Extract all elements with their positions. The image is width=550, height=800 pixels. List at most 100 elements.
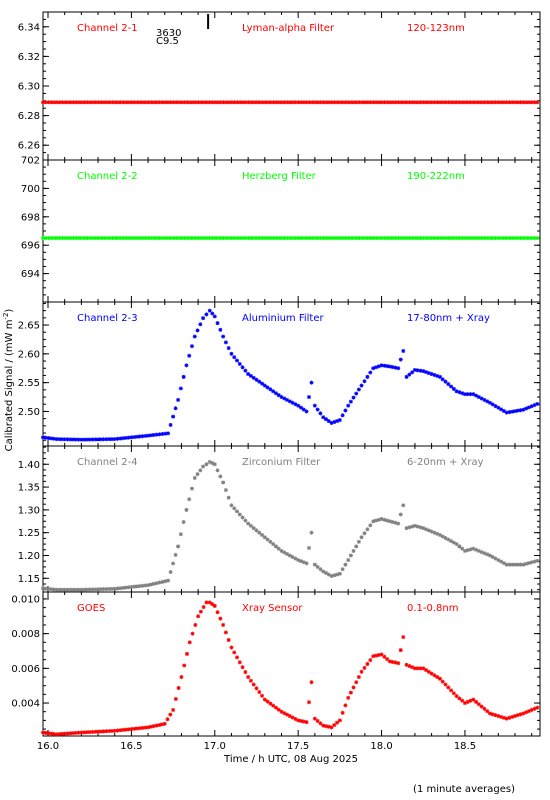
data-point [474, 393, 479, 398]
data-point [237, 660, 242, 665]
data-point [360, 100, 365, 105]
data-point [201, 605, 206, 610]
data-point [237, 361, 242, 366]
data-point [102, 236, 107, 241]
data-point [474, 699, 479, 704]
data-point [65, 437, 70, 442]
data-point [501, 408, 506, 413]
data-point [60, 236, 65, 241]
data-point [499, 100, 504, 105]
data-point [493, 556, 498, 561]
data-point [298, 405, 303, 410]
data-point [210, 236, 215, 241]
data-point [401, 100, 406, 105]
data-point [90, 729, 95, 734]
data-point [252, 236, 257, 241]
data-point [265, 385, 270, 390]
data-point [195, 328, 200, 333]
data-point [263, 236, 268, 241]
data-point [148, 582, 153, 587]
data-point [290, 236, 295, 241]
data-point [496, 100, 501, 105]
data-point [368, 100, 373, 105]
data-point [443, 100, 448, 105]
data-point [462, 392, 467, 397]
data-point [476, 236, 481, 241]
data-point [254, 686, 259, 691]
data-point [202, 100, 207, 105]
data-point [59, 587, 64, 592]
x-tick-label: 16.5 [120, 741, 142, 752]
data-point [354, 544, 359, 549]
data-point [379, 363, 384, 368]
data-point [404, 662, 409, 667]
data-point [340, 413, 345, 418]
data-point [493, 236, 498, 241]
data-point [301, 100, 306, 105]
data-point [379, 100, 384, 105]
data-point [202, 236, 207, 241]
data-point [457, 100, 462, 105]
data-point [177, 100, 182, 105]
data-point [351, 685, 356, 690]
data-point [271, 236, 276, 241]
data-point [501, 100, 506, 105]
data-point [192, 334, 197, 339]
data-point [415, 236, 420, 241]
data-point [404, 374, 409, 379]
data-point [309, 680, 314, 685]
data-point [421, 236, 426, 241]
data-point [446, 236, 451, 241]
data-point [446, 382, 451, 387]
data-point [296, 718, 301, 723]
data-point [460, 698, 465, 703]
data-point [490, 555, 495, 560]
data-point [315, 236, 320, 241]
data-point [518, 408, 523, 413]
data-point [101, 587, 106, 592]
data-point [354, 391, 359, 396]
data-point [260, 236, 265, 241]
data-point [192, 475, 197, 480]
panel-5: 0.004 0.006 0.008 0.010 GOES Xray Sensor 0.1-0… [11, 591, 541, 752]
data-point [138, 236, 143, 241]
data-point [187, 497, 192, 502]
data-point [177, 236, 182, 241]
data-point [110, 100, 115, 105]
data-point [276, 393, 281, 398]
data-point [454, 694, 459, 699]
data-point [507, 410, 512, 415]
data-point [435, 531, 440, 536]
data-point [335, 100, 340, 105]
data-point [204, 600, 209, 605]
data-point [507, 715, 512, 720]
data-point [57, 587, 62, 592]
data-point [435, 236, 440, 241]
data-point [168, 712, 173, 717]
data-point [413, 100, 418, 105]
data-point [418, 666, 423, 671]
data-point [54, 437, 59, 442]
data-point [356, 675, 361, 680]
data-point [393, 365, 398, 370]
data-point [293, 100, 298, 105]
data-point [104, 437, 109, 442]
data-point [488, 100, 493, 105]
data-point [332, 573, 337, 578]
data-point [101, 729, 106, 734]
data-point [160, 579, 165, 584]
series-2 [41, 236, 540, 241]
data-point [196, 236, 201, 241]
y-tick-label: 2.65 [18, 321, 40, 332]
data-point [185, 236, 190, 241]
data-point [277, 100, 282, 105]
data-point [138, 100, 143, 105]
data-point [407, 372, 412, 377]
data-point [163, 100, 168, 105]
data-point [376, 653, 381, 658]
data-point [171, 100, 176, 105]
data-point [468, 236, 473, 241]
data-point [440, 679, 445, 684]
data-point [178, 532, 183, 537]
data-point [251, 375, 256, 380]
